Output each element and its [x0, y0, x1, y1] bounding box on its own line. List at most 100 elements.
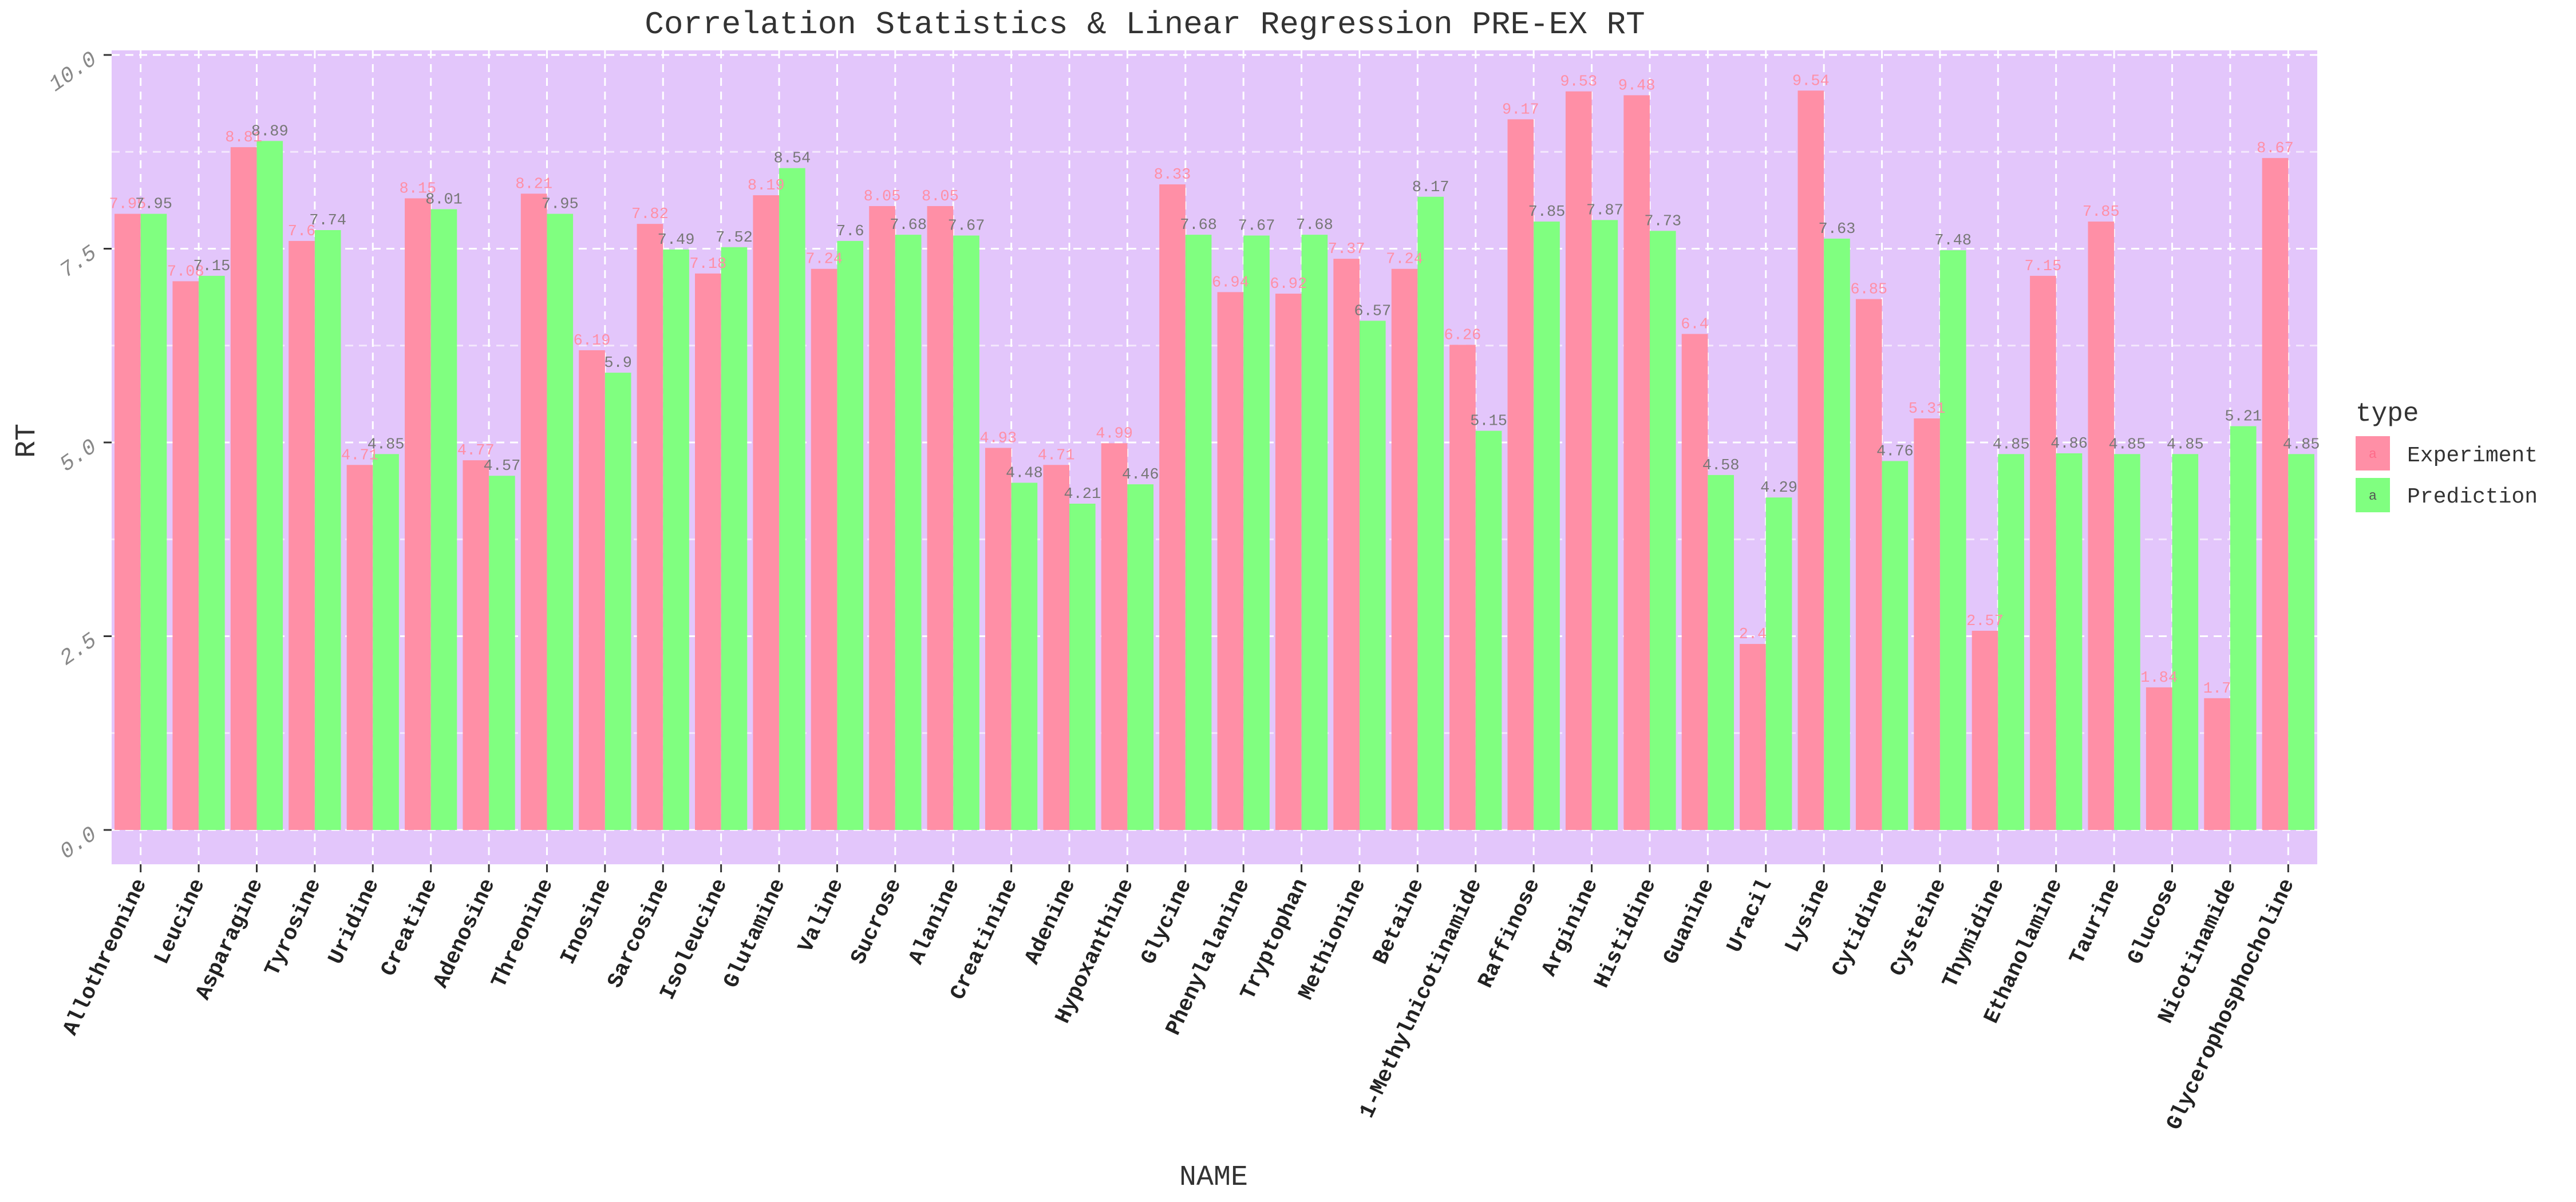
- bar-prediction: [547, 213, 574, 830]
- value-label-prediction: 6.57: [1354, 303, 1391, 320]
- bar-experiment: [637, 224, 663, 830]
- bar-experiment: [579, 350, 605, 830]
- value-label-experiment: 1.84: [2140, 670, 2178, 687]
- value-label-prediction: 7.74: [309, 212, 346, 230]
- bar-experiment: [1159, 184, 1186, 830]
- value-label-experiment: 4.99: [1096, 425, 1133, 442]
- x-tick-label: Inosine: [556, 875, 617, 968]
- value-label-prediction: 5.21: [2225, 409, 2262, 426]
- bar-prediction: [1243, 235, 1270, 831]
- bar-experiment: [2204, 698, 2230, 830]
- value-label-experiment: 8.33: [1154, 167, 1191, 184]
- bar-experiment: [289, 240, 315, 831]
- bar-experiment: [230, 147, 257, 831]
- bar-prediction: [2056, 453, 2083, 830]
- value-label-experiment: 4.71: [341, 447, 378, 464]
- bar-prediction: [2230, 426, 2257, 830]
- bar-prediction: [1882, 461, 1909, 830]
- bar-experiment: [1391, 268, 1418, 831]
- bar-prediction: [489, 476, 515, 830]
- legend-title: type: [2356, 399, 2419, 429]
- value-label-prediction: 8.17: [1412, 179, 1449, 196]
- value-label-prediction: 4.46: [1122, 466, 1159, 484]
- value-label-experiment: 4.77: [457, 442, 495, 460]
- bar-experiment: [1101, 443, 1128, 830]
- value-label-experiment: 7.6: [288, 223, 316, 240]
- value-label-prediction: 4.85: [2167, 436, 2204, 453]
- bar-experiment: [1797, 90, 1824, 831]
- bar-experiment: [1855, 299, 1882, 830]
- value-label-experiment: 6.4: [1681, 316, 1709, 333]
- value-label-prediction: 7.68: [1296, 217, 1333, 234]
- bar-experiment: [2262, 158, 2289, 830]
- value-label-prediction: 7.67: [1238, 218, 1275, 235]
- value-label-prediction: 7.67: [948, 218, 985, 235]
- value-label-prediction: 4.85: [2109, 436, 2146, 453]
- value-label-prediction: 4.76: [1876, 443, 1914, 460]
- x-tick-label: Uracil: [1722, 875, 1778, 956]
- bar-prediction: [779, 168, 805, 831]
- legend-label-experiment: Experiment: [2407, 444, 2538, 468]
- bar-prediction: [430, 209, 457, 830]
- bar-experiment: [463, 460, 489, 830]
- value-label-prediction: 8.54: [773, 151, 811, 168]
- x-tick-label: Histidine: [1590, 875, 1662, 992]
- value-label-prediction: 8.89: [251, 123, 289, 140]
- bar-experiment: [811, 268, 837, 831]
- value-label-prediction: 4.85: [1993, 436, 2030, 453]
- value-label-prediction: 7.87: [1586, 202, 1623, 219]
- bar-prediction: [1939, 250, 1966, 830]
- bar-experiment: [1333, 259, 1360, 830]
- bar-experiment: [1043, 465, 1070, 830]
- value-label-prediction: 4.85: [368, 436, 405, 453]
- bar-prediction: [1708, 475, 1734, 830]
- bar-experiment: [520, 193, 547, 831]
- bar-prediction: [2172, 454, 2199, 830]
- x-tick-label: Cysteine: [1886, 875, 1952, 980]
- y-axis: 0.0 2.5 5.0 7.5 10.0: [45, 48, 112, 865]
- y-tick-label: 7.5: [56, 241, 102, 283]
- x-tick-label: Lysine: [1780, 875, 1836, 956]
- bar-prediction: [1127, 484, 1154, 830]
- x-tick-label: Uridine: [324, 875, 385, 968]
- bar-prediction: [953, 235, 979, 831]
- value-label-prediction: 7.6: [836, 223, 864, 240]
- bar-prediction: [895, 235, 922, 831]
- bar-experiment: [753, 195, 780, 831]
- value-label-experiment: 2.57: [1966, 613, 2004, 630]
- bar-prediction: [1011, 483, 1038, 830]
- x-tick-label: Glucose: [2123, 875, 2184, 968]
- bar-experiment: [1914, 418, 1940, 830]
- legend-key-prediction: [2356, 478, 2390, 512]
- value-label-prediction: 7.95: [542, 196, 579, 213]
- value-label-prediction: 7.85: [1528, 204, 1566, 221]
- bar-prediction: [140, 213, 167, 830]
- x-tick-label: Raffinose: [1473, 875, 1546, 992]
- value-label-prediction: 7.49: [658, 232, 695, 249]
- value-label-prediction: 7.68: [890, 217, 927, 234]
- bar-experiment: [1217, 292, 1244, 831]
- value-label-experiment: 9.53: [1560, 74, 1597, 91]
- value-label-experiment: 4.71: [1038, 447, 1075, 464]
- bar-prediction: [1824, 238, 1850, 831]
- value-label-experiment: 4.93: [979, 430, 1017, 447]
- value-label-experiment: 9.54: [1792, 73, 1830, 90]
- bar-experiment: [405, 198, 431, 830]
- bar-prediction: [1765, 497, 1792, 830]
- x-tick-label: Valine: [794, 875, 850, 956]
- x-tick-label: Creatine: [376, 875, 442, 980]
- value-label-prediction: 7.68: [1180, 217, 1217, 234]
- legend-key-prediction-glyph: a: [2369, 489, 2377, 504]
- bar-experiment: [1681, 334, 1708, 830]
- bar-prediction: [1185, 235, 1212, 831]
- x-tick-label: Guanine: [1659, 875, 1720, 968]
- x-tick-label: Adenine: [1020, 875, 1081, 968]
- value-label-prediction: 5.15: [1470, 413, 1507, 430]
- x-tick-label: Allothreonine: [58, 875, 152, 1039]
- y-axis-title: RT: [11, 424, 44, 458]
- bar-experiment: [1565, 91, 1592, 831]
- legend-key-experiment: [2356, 436, 2390, 470]
- value-label-experiment: 8.81: [225, 129, 262, 147]
- bar-experiment: [1449, 345, 1476, 830]
- bar-prediction: [1359, 321, 1386, 830]
